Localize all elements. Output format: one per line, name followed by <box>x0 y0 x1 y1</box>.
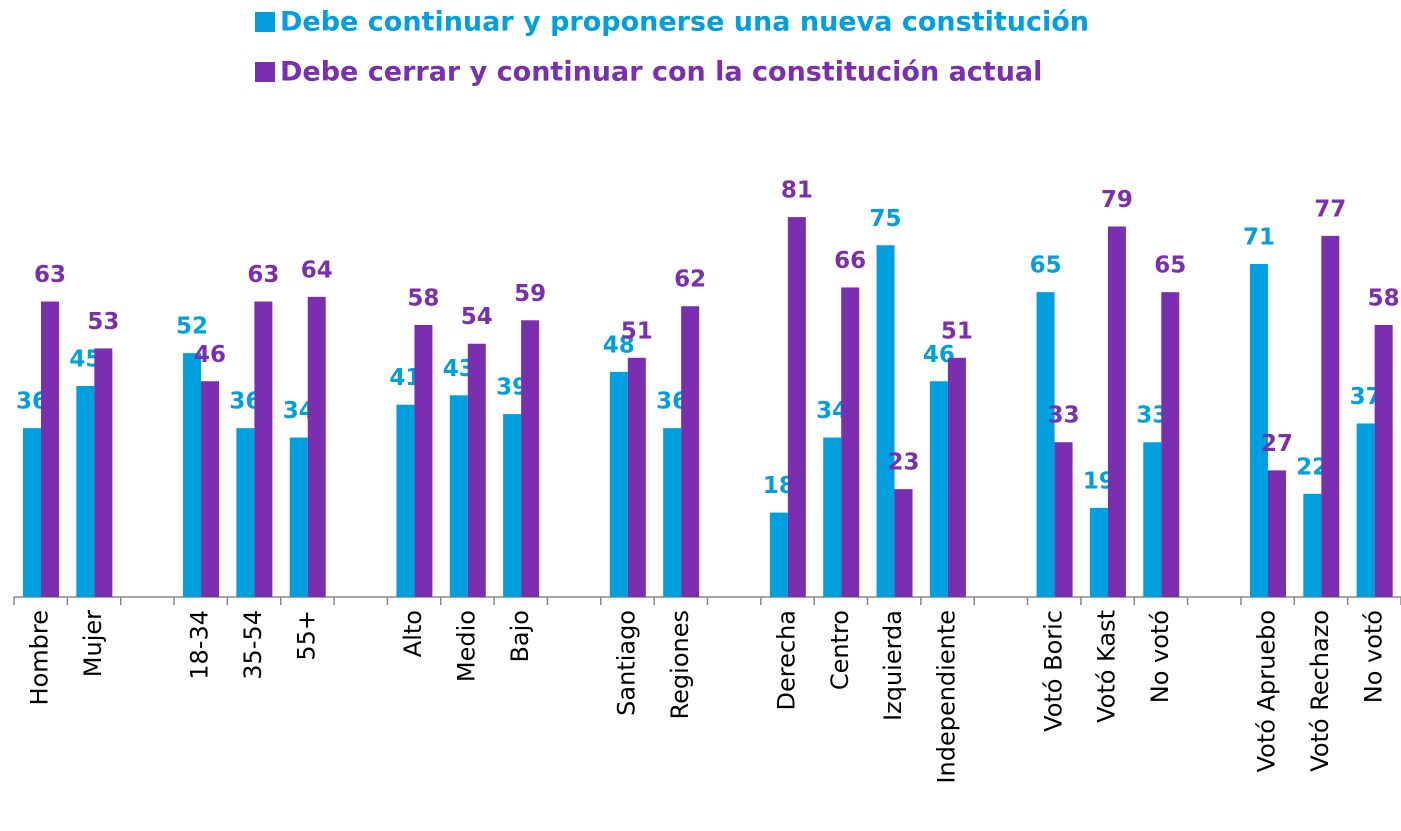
x-tick-label: No votó <box>1359 610 1387 703</box>
bar <box>76 385 95 597</box>
value-label: 81 <box>781 178 813 204</box>
bar <box>1089 507 1108 597</box>
value-label: 53 <box>87 309 119 335</box>
bar <box>503 414 522 597</box>
bar <box>947 357 966 597</box>
value-label: 63 <box>34 262 66 288</box>
bar <box>823 437 842 597</box>
value-label: 77 <box>1314 196 1346 222</box>
bar <box>254 301 273 597</box>
value-label: 48 <box>603 332 635 358</box>
value-label: 51 <box>621 318 653 344</box>
x-tick-label: 18-34 <box>186 610 214 680</box>
legend-label: Debe cerrar y continuar con la constituc… <box>280 57 1042 88</box>
bar <box>236 428 255 597</box>
bar <box>769 512 788 597</box>
legend-swatch <box>255 62 275 82</box>
bar <box>627 357 646 597</box>
bar <box>929 381 948 597</box>
x-tick-label: Votó Apruebo <box>1253 610 1281 772</box>
bar <box>1143 442 1162 597</box>
bar <box>1161 292 1180 597</box>
bar <box>94 348 113 597</box>
value-label: 54 <box>461 304 493 330</box>
value-label: 51 <box>941 318 973 344</box>
x-tick-label: No votó <box>1146 610 1174 703</box>
x-tick-label: Medio <box>452 610 480 682</box>
x-tick-label: Centro <box>826 610 854 690</box>
bar <box>609 371 628 597</box>
value-label: 27 <box>1261 431 1293 457</box>
bar <box>876 245 895 597</box>
bar <box>521 320 540 597</box>
bar <box>787 217 806 598</box>
bar <box>201 381 220 597</box>
bar <box>449 395 468 597</box>
x-tick-label: Bajo <box>506 610 534 663</box>
bar <box>414 324 433 597</box>
bar <box>183 353 202 597</box>
x-tick-label: Votó Kast <box>1093 610 1121 723</box>
x-tick-label: Regiones <box>666 610 694 719</box>
value-label: 62 <box>674 267 706 293</box>
value-label: 65 <box>1030 253 1062 279</box>
value-label: 79 <box>1101 187 1133 213</box>
bar <box>841 287 860 597</box>
bar <box>307 296 326 597</box>
value-label: 46 <box>194 342 226 368</box>
x-tick-label: Derecha <box>773 610 801 710</box>
value-label: 65 <box>1154 253 1186 279</box>
value-label: 52 <box>176 314 208 340</box>
x-tick-label: Hombre <box>26 610 54 705</box>
x-tick-label: Alto <box>399 610 427 657</box>
value-label: 63 <box>247 262 279 288</box>
bar <box>467 343 486 597</box>
bar <box>41 301 59 597</box>
bar <box>23 428 41 597</box>
legend-swatch <box>255 12 275 32</box>
value-label: 64 <box>301 257 333 283</box>
bar <box>1054 442 1073 597</box>
bar <box>681 306 700 597</box>
value-label: 58 <box>407 285 439 311</box>
value-label: 59 <box>514 281 546 307</box>
x-tick-label: Independiente <box>933 610 961 784</box>
value-label: 75 <box>870 206 902 232</box>
bar <box>396 404 415 597</box>
value-label: 23 <box>888 450 920 476</box>
value-label: 33 <box>1048 403 1080 429</box>
bar <box>894 489 913 597</box>
value-label: 66 <box>834 248 866 274</box>
x-tick-label: Santiago <box>612 610 640 716</box>
bar <box>663 428 682 597</box>
value-label: 71 <box>1243 225 1275 251</box>
bar <box>1107 226 1126 598</box>
x-tick-label: Votó Rechazo <box>1306 610 1334 772</box>
bar <box>1303 493 1322 597</box>
x-tick-label: 35-54 <box>239 610 267 680</box>
bar <box>1267 470 1286 597</box>
bar <box>1321 235 1340 597</box>
value-label: 58 <box>1368 285 1400 311</box>
x-tick-label: 55+ <box>292 610 320 661</box>
bar <box>1356 423 1375 597</box>
bar <box>1374 324 1393 597</box>
x-tick-label: Mujer <box>79 610 107 677</box>
bar <box>289 437 308 597</box>
x-tick-label: Izquierda <box>879 610 907 721</box>
legend-label: Debe continuar y proponerse una nueva co… <box>280 7 1089 38</box>
x-tick-label: Votó Boric <box>1039 610 1067 732</box>
bar <box>1249 264 1268 597</box>
bar <box>1036 292 1055 597</box>
